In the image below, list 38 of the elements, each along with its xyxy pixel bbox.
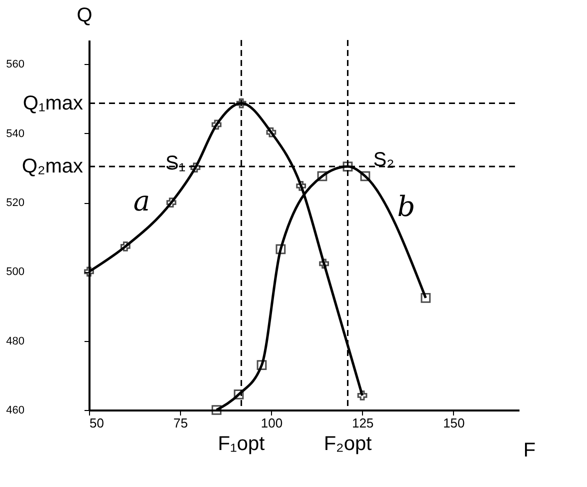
y-tick-label: 480	[6, 335, 24, 348]
x-tick-label: 75	[173, 416, 188, 430]
x-axis-title: F	[523, 440, 536, 462]
y-tick-label: 500	[6, 266, 24, 278]
point	[266, 127, 276, 138]
point	[256, 360, 267, 370]
ref-line-label: Q₂max	[22, 156, 83, 178]
point	[120, 242, 130, 252]
x-tick-label: 150	[443, 416, 465, 430]
annotation: a	[133, 184, 150, 218]
point	[360, 171, 370, 182]
series-label: S₂	[373, 149, 394, 172]
x-tick-label: 100	[260, 416, 283, 430]
y-tick-label: 540	[6, 128, 24, 140]
point	[166, 198, 176, 208]
y-axis-title: Q	[76, 4, 92, 26]
point	[420, 293, 431, 303]
x-tick-label: 50	[90, 416, 104, 430]
point	[357, 390, 368, 400]
point	[276, 244, 286, 254]
point	[296, 180, 306, 191]
ref-line-label: F₁opt	[218, 433, 266, 455]
point	[317, 171, 328, 182]
point	[212, 120, 222, 130]
point	[236, 98, 246, 108]
y-tick-label: 560	[6, 58, 24, 71]
point	[190, 162, 200, 173]
ref-line-label: Q₁max	[22, 92, 83, 114]
point	[342, 162, 353, 172]
x-tick-label: 125	[352, 416, 374, 430]
y-tick-label: 460	[6, 404, 24, 416]
point	[212, 405, 222, 415]
point	[84, 266, 94, 277]
ref-line-label: F₂opt	[324, 433, 372, 455]
y-tick-label: 520	[6, 197, 24, 210]
annotation: b	[397, 190, 416, 224]
point	[234, 390, 244, 400]
point	[319, 258, 329, 269]
